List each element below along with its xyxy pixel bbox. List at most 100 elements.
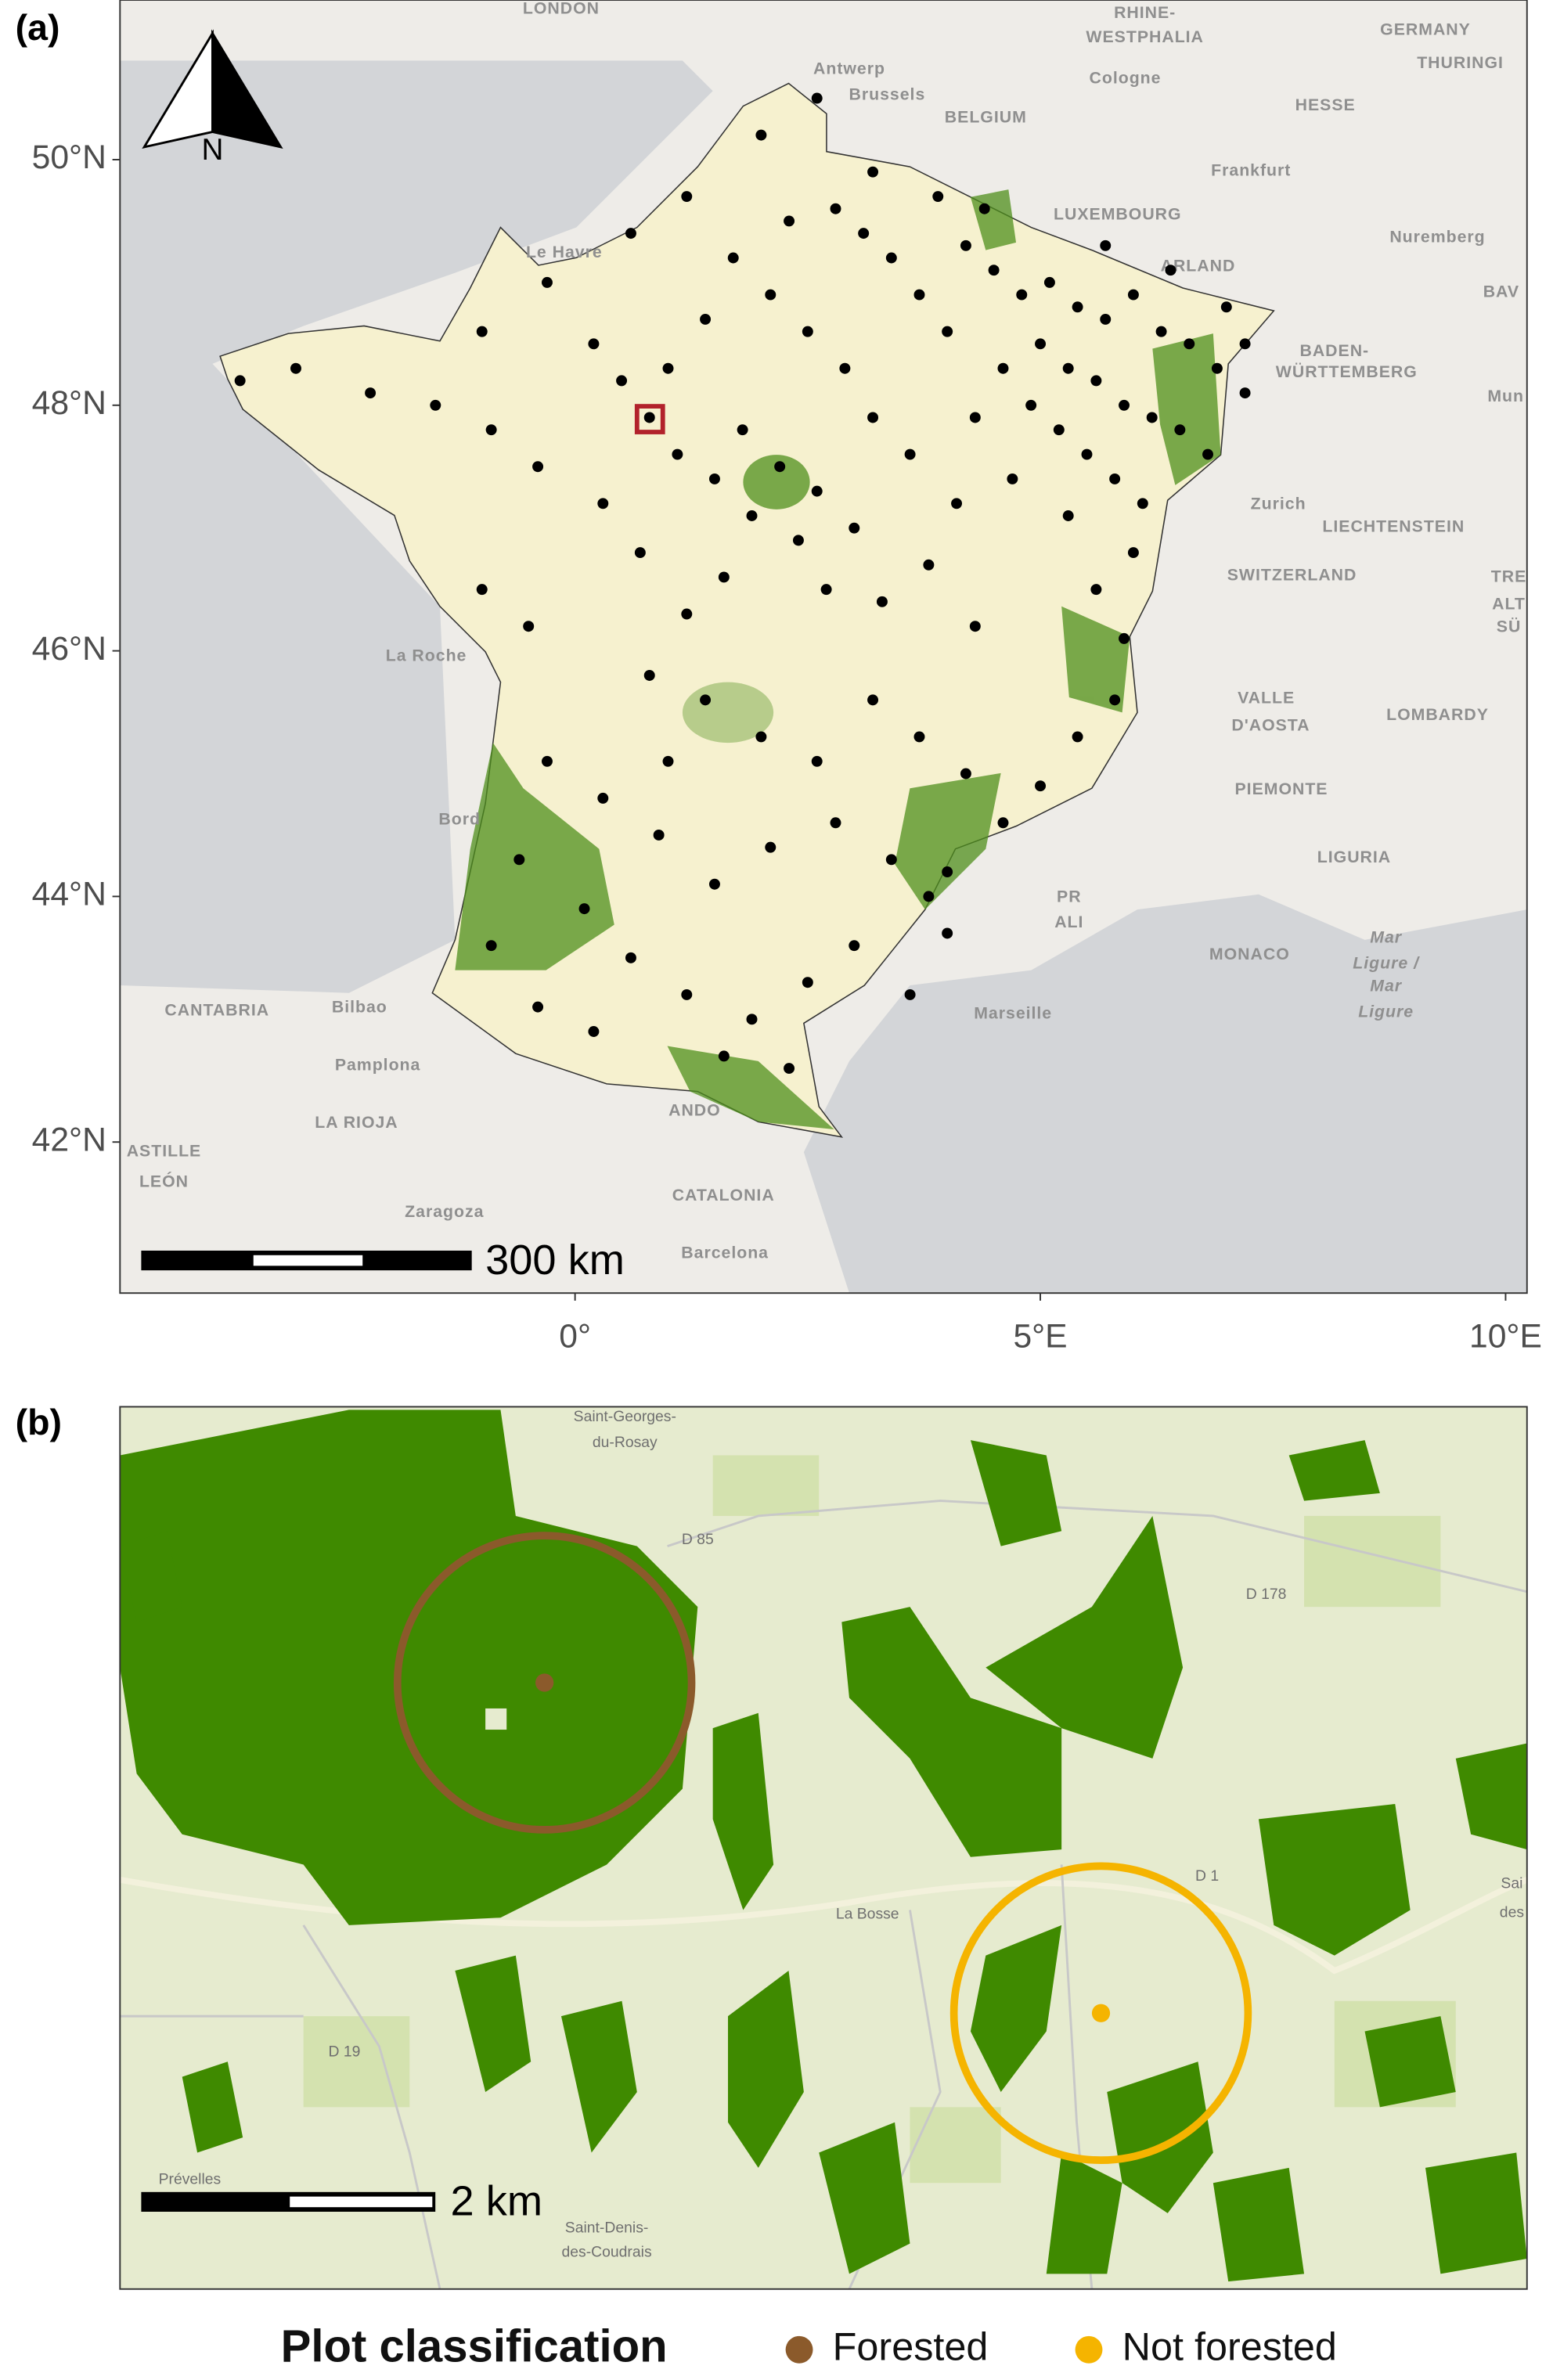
plot-point — [700, 313, 712, 325]
plot-point — [1239, 338, 1251, 350]
plot-point — [513, 854, 525, 866]
plot-point — [765, 841, 776, 853]
plot-center — [1091, 2004, 1111, 2022]
plot-point — [1053, 424, 1065, 436]
plot-point — [1072, 301, 1083, 313]
plot-point — [653, 829, 665, 841]
plot-point — [476, 326, 488, 337]
clearing — [485, 1708, 507, 1730]
place-label: Sai — [1501, 1875, 1522, 1892]
plot-point — [532, 461, 544, 473]
plot-point — [755, 129, 767, 141]
plot-point — [969, 412, 981, 423]
plot-point — [849, 522, 860, 534]
sea — [803, 894, 1527, 1294]
place-label: D'AOSTA — [1231, 715, 1310, 734]
place-label: Bord — [438, 810, 481, 829]
plot-point — [737, 424, 748, 436]
place-label: LUXEMBOURG — [1054, 205, 1182, 224]
plot-point — [541, 276, 553, 288]
place-label: Ligure / — [1353, 954, 1420, 973]
place-label: Ligure — [1358, 1003, 1414, 1021]
place-label: ASTILLE — [127, 1142, 202, 1161]
plot-point — [1100, 313, 1112, 325]
place-label: LOMBARDY — [1386, 705, 1489, 724]
plot-point — [792, 535, 804, 546]
place-label: WESTPHALIA — [1086, 27, 1203, 46]
plot-point — [1137, 498, 1148, 509]
plot-point — [1165, 265, 1176, 276]
plot-point — [1043, 276, 1055, 288]
place-label: CATALONIA — [672, 1186, 775, 1204]
plot-buffer — [949, 1862, 1252, 2164]
plot-point — [997, 817, 1009, 829]
place-label: Prévelles — [159, 2170, 222, 2187]
plot-point — [1119, 632, 1130, 644]
plot-point — [830, 817, 841, 829]
y-tick-label: 44°N — [32, 876, 106, 913]
plot-point — [923, 891, 935, 902]
plot-point — [885, 252, 897, 264]
place-label: Saint-Georges- — [574, 1408, 676, 1425]
plot-point — [811, 92, 823, 104]
plot-point — [708, 473, 720, 484]
plot-point — [858, 228, 870, 239]
plot-point — [727, 252, 739, 264]
plot-point — [1211, 362, 1223, 374]
plot-point — [1072, 731, 1083, 743]
place-label: Antwerp — [813, 59, 885, 78]
plot-point — [942, 326, 953, 337]
plot-point — [1127, 289, 1139, 301]
plot-point — [1109, 694, 1121, 706]
place-label: MONACO — [1209, 945, 1290, 963]
plot-point — [523, 621, 535, 632]
place-label: CANTABRIA — [164, 1001, 269, 1020]
place-label: Brussels — [849, 85, 926, 104]
plot-point — [784, 1063, 795, 1075]
plot-point — [1007, 473, 1018, 484]
plot-point — [820, 584, 832, 596]
plot-point — [746, 1014, 758, 1025]
plot-point — [1025, 399, 1037, 411]
plot-point — [876, 596, 888, 607]
plot-point — [978, 203, 990, 214]
plot-point — [988, 265, 1000, 276]
place-label: Mun — [1487, 387, 1524, 405]
plot-point — [588, 338, 600, 350]
y-tick-label: 48°N — [32, 384, 106, 422]
place-label: Le Havre — [526, 243, 603, 261]
plot-point — [1062, 510, 1074, 521]
place-label: BADEN- — [1299, 341, 1369, 360]
plot-point — [1174, 424, 1186, 436]
plot-point — [485, 940, 497, 952]
plot-point — [430, 399, 441, 411]
plot-point — [708, 878, 720, 890]
place-label: LA RIOJA — [315, 1113, 398, 1132]
place-label: D 19 — [329, 2043, 361, 2061]
place-label: LEÓN — [139, 1171, 189, 1190]
plot-point — [942, 927, 953, 939]
plot-point — [969, 621, 981, 632]
plot-point — [476, 584, 488, 596]
legend-swatch — [785, 2335, 813, 2364]
plot-point — [802, 326, 813, 337]
legend-label: Forested — [833, 2324, 989, 2369]
plot-point — [774, 461, 786, 473]
plot-point — [885, 854, 897, 866]
place-label: LIECHTENSTEIN — [1322, 517, 1465, 536]
y-tick-label: 46°N — [32, 630, 106, 668]
plot-point — [1090, 375, 1102, 387]
frame — [119, 0, 1528, 1294]
place-label: D 85 — [682, 1531, 714, 1548]
scale-label: 300 km — [485, 1237, 625, 1284]
plot-point — [625, 952, 636, 963]
plot-point — [662, 755, 674, 767]
plot-point — [718, 571, 730, 583]
plot-point — [1146, 412, 1158, 423]
place-label: BAV — [1483, 282, 1519, 301]
place-label: Zurich — [1251, 495, 1306, 513]
place-label: La Bosse — [836, 1905, 899, 1922]
place-label: Frankfurt — [1211, 160, 1291, 179]
place-label: Marseille — [974, 1003, 1052, 1022]
plot-point — [867, 166, 879, 178]
